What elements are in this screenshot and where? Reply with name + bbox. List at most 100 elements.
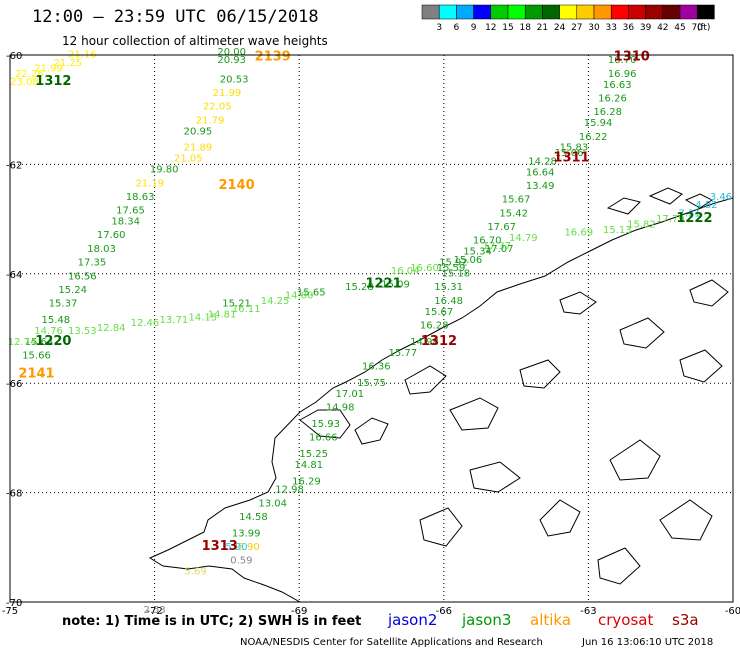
swh-value: 7.31 — [678, 208, 700, 219]
swh-value: 21.05 — [174, 154, 203, 165]
swh-value: 15.21 — [222, 299, 251, 310]
swh-value: 17.07 — [485, 244, 514, 255]
color-swatch — [456, 4, 474, 20]
swh-value: 15.59 — [437, 263, 466, 274]
map-frame — [9, 54, 734, 603]
color-scale-label: 12 — [485, 23, 496, 33]
chart-subtitle: 12 hour collection of altimeter wave hei… — [62, 34, 328, 48]
swh-value: 15.75 — [357, 378, 386, 389]
swh-value: 17.60 — [97, 230, 126, 241]
swh-value: 14.79 — [509, 233, 538, 244]
lon-tick-label: -60 — [725, 606, 740, 617]
swh-value: 16.29 — [292, 476, 321, 487]
color-swatch — [507, 4, 526, 20]
footer-note: note: 1) Time is in UTC; 2) SWH is in fe… — [62, 614, 361, 629]
swh-value: 2.53 — [143, 605, 165, 616]
swh-value: 16.36 — [362, 362, 391, 373]
lon-tick-label: -63 — [580, 606, 596, 617]
swh-value: 16.69 — [564, 228, 593, 239]
color-scale-label: 6 — [454, 23, 460, 33]
swh-value: 12.74 — [8, 337, 37, 348]
swh-value: 21.19 — [135, 178, 164, 189]
swh-value: 15.06 — [454, 255, 483, 266]
satellite-label: altika — [530, 611, 571, 629]
color-swatch — [559, 4, 578, 20]
pass-time-label: 1310 — [614, 49, 650, 64]
swh-value: 14.81 — [208, 310, 237, 321]
satellite-label: jason2 — [387, 611, 437, 629]
lat-tick-label: -62 — [6, 160, 22, 171]
longitude-tick-labels: -75 -72 -69 -66 -63 -60 — [2, 606, 740, 617]
pass-time-label: 2141 — [18, 367, 54, 382]
swh-value: 15.65 — [297, 288, 326, 299]
swh-value: 15.67 — [502, 195, 531, 206]
color-swatch — [628, 4, 646, 20]
swh-value: 14.15 — [188, 312, 217, 323]
pass-time-labels: 1312 2139 1310 1311 2140 1222 1221 1220 1312 2141… — [18, 49, 712, 554]
chart-title: 12:00 – 23:59 UTC 06/15/2018 — [32, 7, 319, 27]
swh-value: 15.77 — [389, 348, 418, 359]
swh-value: 16.70 — [473, 236, 502, 247]
color-scale-label: 30 — [588, 23, 600, 33]
swh-value: 15.42 — [499, 208, 528, 219]
swh-value: 21.25 — [54, 58, 83, 69]
swh-value: 18.63 — [126, 192, 155, 203]
color-scale-label: 39 — [640, 23, 652, 33]
swh-value: 5.90 — [237, 542, 259, 553]
swh-value: 12.84 — [97, 323, 126, 334]
swh-value: 15.18 — [442, 269, 471, 280]
swh-value: 14.81 — [295, 460, 324, 471]
swh-value: 13.71 — [160, 315, 189, 326]
swh-value: 15.24 — [58, 285, 87, 296]
color-swatch — [679, 4, 698, 20]
swh-value: 16.56 — [68, 271, 97, 282]
swh-value: 15.92 — [439, 258, 468, 269]
color-swatch — [421, 4, 440, 20]
color-swatch — [490, 4, 509, 20]
swh-value: 17.65 — [116, 206, 145, 217]
swh-value: 15.25 — [299, 449, 328, 460]
pass-time-label: 1312 — [421, 334, 457, 349]
pass-time-label: 2140 — [218, 178, 254, 193]
lon-tick-label: -69 — [291, 606, 307, 617]
swh-value: 4.82 — [695, 200, 717, 211]
swh-value: 15.37 — [49, 299, 78, 310]
swh-value: 13.99 — [232, 528, 261, 539]
swh-value: 16.48 — [434, 296, 463, 307]
swh-value: 22.26 — [15, 69, 44, 80]
swh-value: 12.46 — [131, 318, 160, 329]
color-swatch — [645, 4, 664, 20]
swh-value: 15.66 — [22, 351, 51, 362]
swh-value: 21.79 — [196, 115, 225, 126]
swh-value: 15.34 — [463, 247, 492, 258]
color-scale-label: 3 — [436, 23, 442, 33]
swh-value: 14.98 — [410, 337, 439, 348]
swh-value: 19.80 — [150, 165, 179, 176]
swh-value: 20.53 — [220, 74, 249, 85]
swh-value: 16.11 — [232, 304, 261, 315]
lat-tick-label: -66 — [6, 379, 22, 390]
swh-value: 16.28 — [593, 107, 622, 118]
swh-value: 16.22 — [579, 132, 608, 143]
satellite-label: s3a — [672, 611, 699, 629]
swh-value: 17.01 — [335, 389, 364, 400]
lat-tick-label: -60 — [6, 51, 22, 62]
graticule-grid — [10, 55, 733, 602]
pass-time-label: 1312 — [35, 74, 71, 89]
pass-time-label: 1311 — [553, 151, 589, 166]
lat-tick-label: -68 — [6, 489, 22, 500]
swh-value: 13.53 — [68, 326, 97, 337]
swh-value: 16.60 — [410, 263, 439, 274]
swh-value: 14.76 — [34, 326, 63, 337]
lat-tick-label: -70 — [6, 598, 22, 609]
swh-value: 16.96 — [608, 69, 637, 80]
swh-value: 21.89 — [184, 143, 213, 154]
swh-value: 3.46 — [710, 192, 732, 203]
color-scale-label: 42 — [657, 23, 668, 33]
swh-value: 16.66 — [309, 433, 338, 444]
color-swatch — [662, 4, 681, 20]
swh-value: 5.69 — [184, 567, 206, 578]
satellite-label: cryosat — [598, 611, 653, 629]
